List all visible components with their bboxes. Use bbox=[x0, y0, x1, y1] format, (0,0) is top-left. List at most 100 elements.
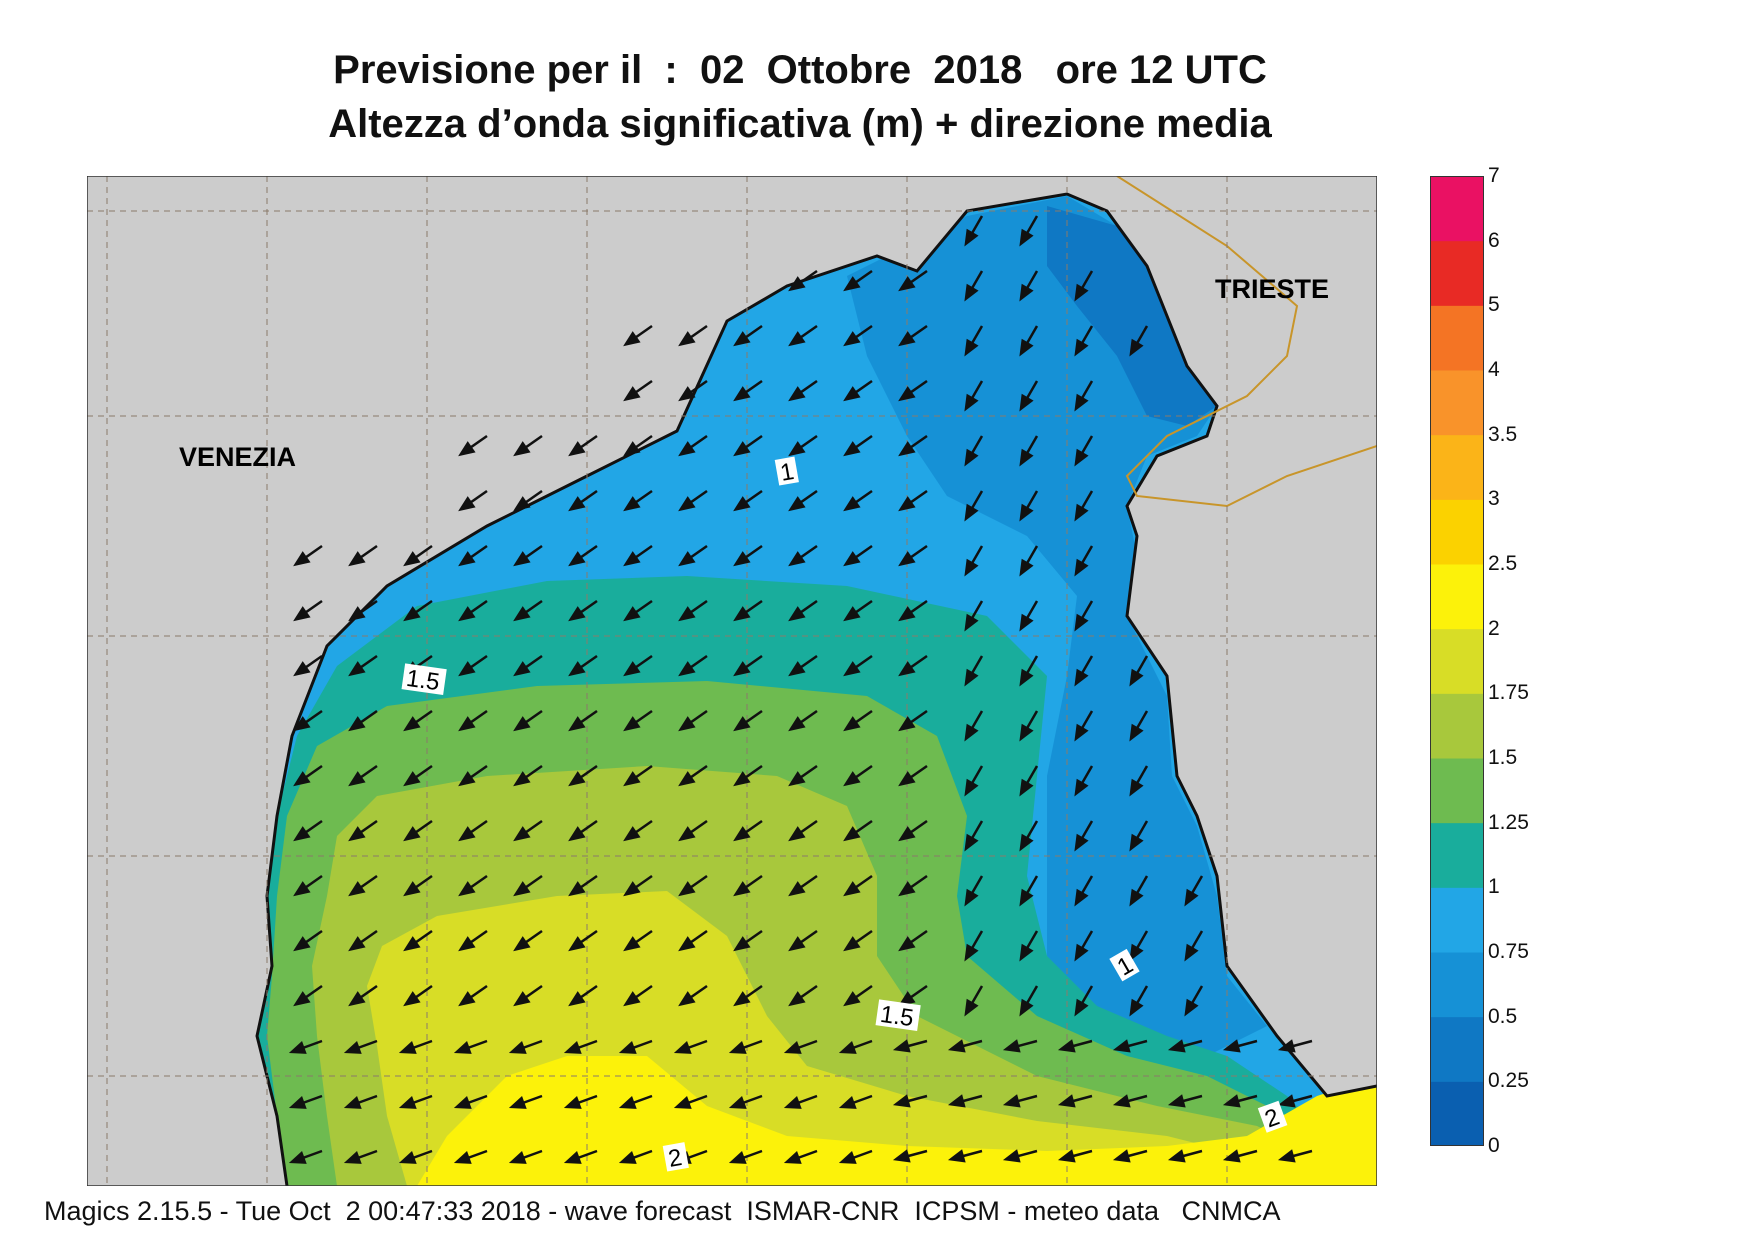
wave-arrow-head bbox=[898, 716, 916, 732]
colorbar-tick-label: 2.5 bbox=[1488, 552, 1518, 575]
wave-arrow-head bbox=[1002, 1039, 1021, 1053]
colorbar-swatch bbox=[1430, 434, 1484, 500]
colorbar-tick-label: 5 bbox=[1488, 293, 1500, 317]
wave-arrow-head bbox=[1222, 1094, 1241, 1108]
wave-arrow-head bbox=[898, 331, 916, 347]
wave-arrow-head bbox=[508, 1040, 527, 1054]
wave-arrow-head bbox=[1167, 1039, 1186, 1053]
wave-arrow-head bbox=[964, 888, 979, 907]
colorbar-swatch bbox=[1430, 693, 1484, 759]
wave-arrow-head bbox=[623, 881, 641, 897]
colorbar-swatch bbox=[1430, 758, 1484, 824]
wave-arrow-head bbox=[293, 771, 311, 787]
wave-arrow-head bbox=[1019, 558, 1034, 577]
wave-arrow-head bbox=[788, 826, 806, 842]
wave-arrow-head bbox=[1074, 723, 1089, 742]
wave-arrow-head bbox=[1019, 723, 1034, 742]
wave-arrow-head bbox=[568, 771, 586, 787]
wave-arrow-head bbox=[788, 771, 806, 787]
wave-arrow-head bbox=[398, 1150, 417, 1164]
wave-arrow-head bbox=[293, 716, 311, 732]
wave-arrow-head bbox=[733, 771, 751, 787]
wave-arrow-head bbox=[733, 936, 751, 952]
wave-arrow-head bbox=[453, 1150, 472, 1164]
wave-arrow-head bbox=[568, 551, 586, 567]
wave-arrow-head bbox=[453, 1095, 472, 1109]
wave-arrow-head bbox=[964, 613, 979, 632]
wave-arrow-head bbox=[348, 826, 366, 842]
wave-arrow-head bbox=[788, 661, 806, 677]
wave-arrow-head bbox=[568, 441, 586, 457]
colorbar-tick-label: 6 bbox=[1488, 228, 1500, 252]
wave-arrow-head bbox=[898, 496, 916, 512]
wave-arrow-head bbox=[1074, 833, 1089, 852]
wave-arrow-head bbox=[458, 716, 476, 732]
wave-arrow-head bbox=[1129, 668, 1144, 687]
wave-arrow-head bbox=[403, 881, 421, 897]
wave-arrow-head bbox=[678, 331, 696, 347]
wave-arrow-head bbox=[783, 1040, 802, 1054]
wave-arrow-head bbox=[343, 1040, 362, 1054]
colorbar-tick-label: 1.75 bbox=[1488, 681, 1529, 705]
wave-arrow-head bbox=[898, 991, 916, 1007]
wave-arrow-head bbox=[898, 881, 916, 897]
wave-arrow-head bbox=[964, 668, 979, 687]
colorbar-tick-label: 3 bbox=[1488, 487, 1500, 511]
wave-arrow-head bbox=[1129, 778, 1144, 797]
wave-arrow-head bbox=[1074, 448, 1089, 467]
wave-arrow-head bbox=[623, 496, 641, 512]
wave-arrow-head bbox=[947, 1039, 966, 1053]
wave-arrow-head bbox=[733, 991, 751, 1007]
wave-arrow-head bbox=[843, 661, 861, 677]
wave-arrow-head bbox=[1019, 283, 1034, 302]
wave-arrow-head bbox=[843, 551, 861, 567]
wave-arrow-head bbox=[783, 1095, 802, 1109]
wave-arrow-head bbox=[288, 1040, 307, 1054]
wave-arrow-head bbox=[838, 1040, 857, 1054]
wave-arrow-head bbox=[673, 1095, 692, 1109]
colorbar-tick-label: 0.5 bbox=[1488, 1004, 1518, 1028]
wave-arrow-head bbox=[728, 1095, 747, 1109]
wave-arrow-head bbox=[403, 771, 421, 787]
wave-arrow-head bbox=[403, 991, 421, 1007]
wave-arrow-head bbox=[293, 991, 311, 1007]
wave-arrow-head bbox=[458, 551, 476, 567]
wave-arrow-head bbox=[1167, 1094, 1186, 1108]
wave-arrow-head bbox=[843, 991, 861, 1007]
wave-arrow-head bbox=[623, 551, 641, 567]
wave-arrow-head bbox=[843, 496, 861, 512]
wave-arrow-head bbox=[623, 441, 641, 457]
wave-arrow-head bbox=[1112, 1149, 1131, 1163]
wave-arrow-head bbox=[788, 881, 806, 897]
wave-arrow-head bbox=[568, 936, 586, 952]
wave-arrow-head bbox=[728, 1040, 747, 1054]
wave-arrow-head bbox=[403, 826, 421, 842]
colorbar bbox=[1430, 176, 1484, 1146]
contour-label: 2 bbox=[1257, 1100, 1288, 1133]
wave-arrow-head bbox=[678, 716, 696, 732]
wave-arrow-head bbox=[843, 331, 861, 347]
wave-arrow-head bbox=[964, 393, 979, 412]
wave-arrow-head bbox=[458, 441, 476, 457]
wave-arrow-head bbox=[458, 771, 476, 787]
wave-arrow-head bbox=[673, 1040, 692, 1054]
wave-arrow-head bbox=[1074, 998, 1089, 1017]
wave-arrow-head bbox=[843, 386, 861, 402]
colorbar-tick-label: 0 bbox=[1488, 1134, 1500, 1157]
wave-direction-arrows bbox=[288, 215, 1313, 1164]
wave-arrow-head bbox=[1074, 943, 1089, 962]
wave-arrow-head bbox=[508, 1150, 527, 1164]
wave-arrow-head bbox=[1019, 833, 1034, 852]
colorbar-swatch bbox=[1430, 887, 1484, 953]
wave-arrow-head bbox=[1019, 998, 1034, 1017]
wave-arrow-head bbox=[728, 1150, 747, 1164]
wave-arrow-head bbox=[618, 1040, 637, 1054]
wave-arrow-head bbox=[964, 338, 979, 357]
coastline bbox=[255, 192, 1377, 1186]
wave-arrow-head bbox=[947, 1149, 966, 1163]
wave-arrow-head bbox=[733, 496, 751, 512]
city-label-trieste: TRIESTE bbox=[1215, 274, 1329, 304]
wave-arrow-head bbox=[568, 881, 586, 897]
wave-arrow-head bbox=[623, 991, 641, 1007]
wave-arrow-head bbox=[398, 1095, 417, 1109]
